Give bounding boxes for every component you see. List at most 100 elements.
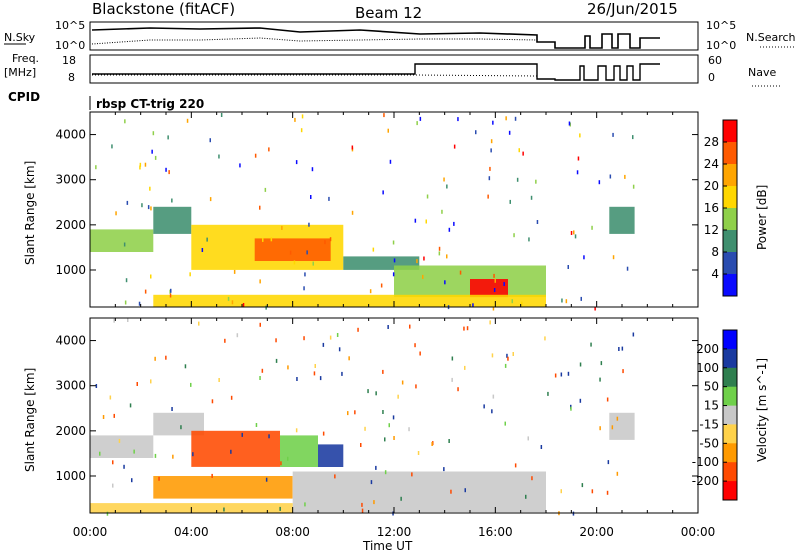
power-speckle (167, 135, 169, 140)
velocity-cbar-tick-label: 50 (704, 380, 719, 394)
freq-trace (92, 63, 660, 81)
velocity-speckle (382, 369, 384, 374)
velocity-speckle (360, 443, 362, 447)
velocity-speckle (489, 320, 491, 325)
velocity-speckle (334, 474, 336, 479)
velocity-colorbar-segment (723, 443, 737, 463)
power-speckle (535, 179, 537, 184)
velocity-colorbar-segment (723, 348, 737, 369)
velocity-band (292, 471, 546, 513)
velocity-speckle (607, 460, 610, 465)
velocity-speckle (443, 467, 445, 472)
power-speckle (301, 114, 304, 119)
power-speckle (387, 128, 389, 133)
power-colorbar-segment (723, 142, 737, 165)
power-speckle (591, 225, 593, 230)
power-speckle (574, 234, 577, 239)
velocity-speckle (491, 409, 493, 414)
power-speckle (487, 194, 489, 199)
power-colorbar-segment (723, 208, 737, 231)
power-speckle (569, 122, 571, 127)
velocity-speckle (554, 373, 557, 378)
nsky-frame (89, 21, 699, 51)
velocity-speckle (275, 338, 277, 343)
nsearch-trace (91, 37, 538, 45)
velocity-y-axis: 4000 3000 2000 1000 (55, 318, 699, 513)
power-speckle (139, 162, 142, 167)
power-speckle (392, 240, 395, 245)
velocity-speckle (560, 489, 562, 494)
velocity-speckle (506, 353, 508, 358)
velocity-colorbar-segment (723, 367, 737, 388)
velocity-speckle (279, 506, 281, 511)
power-speckle (300, 128, 303, 133)
power-speckle (446, 254, 448, 259)
power-speckle (393, 258, 396, 263)
nave-label: Nave (748, 66, 776, 79)
velocity-speckle (409, 324, 411, 329)
velocity-speckle (230, 449, 232, 454)
power-speckle (522, 151, 524, 156)
velocity-speckle (154, 453, 157, 458)
velocity-speckle (127, 318, 129, 322)
power-ytick-label: 1000 (55, 263, 86, 277)
power-speckle (392, 272, 395, 277)
date-title: 26/Jun/2015 (587, 0, 678, 18)
power-speckle (281, 225, 283, 230)
velocity-speckle (133, 449, 135, 454)
power-speckle (425, 219, 427, 224)
velocity-speckle (393, 436, 395, 440)
nave-trace (92, 74, 538, 77)
velocity-speckle (223, 507, 225, 512)
power-speckle (567, 265, 569, 269)
power-speckle (125, 278, 128, 283)
power-speckle (457, 117, 459, 122)
velocity-band (318, 444, 344, 467)
xlabel: Time UT (362, 539, 413, 553)
xtick-label: 04:00 (174, 525, 209, 539)
power-cbar-tick-label: 24 (704, 157, 719, 171)
power-speckle (521, 301, 523, 306)
velocity-speckle (172, 454, 174, 459)
power-speckle (227, 296, 230, 301)
velocity-speckle (112, 460, 114, 465)
power-speckle (189, 272, 191, 277)
power-speckle (511, 299, 513, 304)
power-panel: 4000 3000 2000 1000 Slant Range [km] 28 24 20… (23, 111, 769, 311)
power-speckle (493, 288, 496, 292)
power-speckle (453, 144, 456, 149)
power-speckle (580, 296, 582, 301)
velocity-speckle (504, 363, 507, 368)
velocity-speckle (190, 382, 192, 387)
power-speckle (265, 305, 267, 310)
power-speckle (594, 306, 596, 311)
power-colorbar-segment (723, 230, 737, 253)
power-ylabel: Slant Range [km] (23, 161, 37, 265)
power-speckle (609, 174, 612, 179)
velocity-speckle (388, 423, 390, 428)
power-cbar-tick-label: 8 (711, 245, 719, 259)
power-colorbar-segment (723, 274, 737, 297)
power-band (609, 206, 635, 234)
velocity-speckle (411, 472, 413, 477)
velocity-speckle (192, 452, 194, 457)
velocity-cbar-tick-label: 100 (696, 361, 719, 375)
velocity-speckle (259, 376, 261, 380)
velocity-speckle (567, 371, 570, 376)
velocity-speckle (419, 351, 421, 356)
power-speckle (528, 237, 530, 242)
power-speckle (516, 177, 519, 182)
velocity-colorbar-frame (722, 329, 738, 501)
velocity-speckle (570, 406, 572, 411)
velocity-speckle (457, 387, 459, 392)
velocity-heatmap (90, 318, 635, 516)
power-speckle (351, 210, 354, 215)
velocity-colorbar-segment (723, 386, 737, 407)
power-speckle (209, 138, 211, 143)
beam-title: Beam 12 (355, 4, 422, 22)
velocity-speckle (450, 489, 452, 494)
velocity-speckle (373, 500, 375, 505)
velocity-speckle (338, 347, 341, 352)
power-ytick-label: 3000 (55, 173, 86, 187)
power-colorbar-segment (723, 120, 737, 143)
